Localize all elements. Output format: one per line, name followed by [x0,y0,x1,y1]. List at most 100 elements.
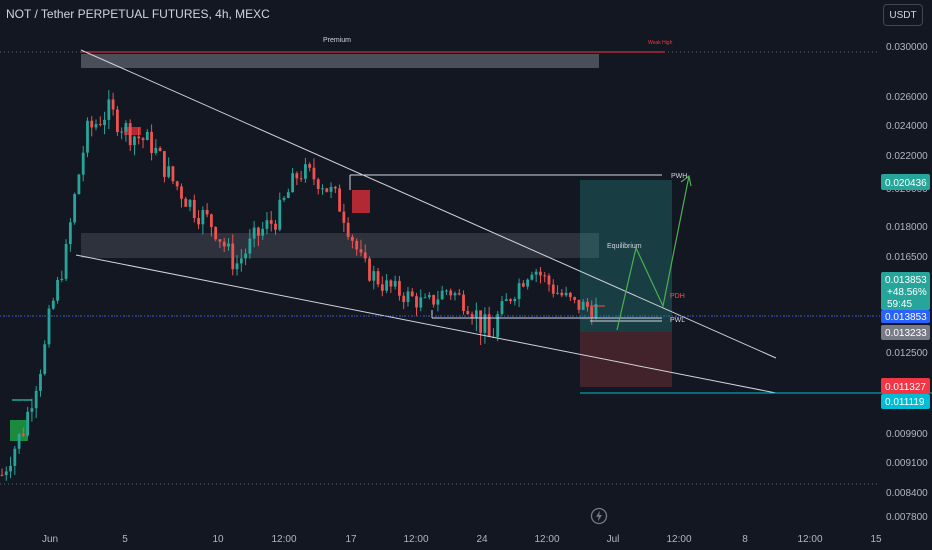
candle-body [158,147,162,152]
candle-body [564,292,568,296]
pwl-label: PWL [670,317,685,324]
stop-price-text: 0.011327 [885,382,926,393]
candle-body [77,174,81,195]
candle-body [453,293,457,296]
candle-body [86,120,89,153]
candle-body [94,124,98,128]
candle-body [115,109,119,133]
candle-body [222,241,226,247]
candle-body [530,274,534,280]
candles-layer [0,89,598,481]
candle-body [556,292,559,294]
candle-body [201,209,205,225]
price-tick-label: 0.018000 [886,222,928,233]
candle-body [154,147,158,153]
candle-body [333,186,337,189]
candle-body [496,314,500,337]
time-tick-label: 12:00 [797,534,822,545]
candle-body [560,292,564,296]
line-price-text: 0.013853 [885,312,927,323]
candle-body [445,290,448,292]
candle-body [188,199,192,207]
candle-body [440,290,444,300]
lightning-logo-icon[interactable] [590,507,608,525]
candle-body [543,275,547,277]
candle-body [368,258,371,281]
candle-body [539,271,542,276]
premium-label: Premium [323,37,351,44]
candle-body [321,188,324,190]
candle-body [487,314,491,337]
premium-zone [81,54,599,68]
candle-body [363,252,367,259]
candle-body [214,226,218,240]
time-tick-label: 15 [870,534,882,545]
stop-loss-zone [580,332,672,387]
candle-body [457,293,461,295]
projection-path [616,175,690,331]
supply-block-2 [352,190,370,213]
candle-body [295,173,299,179]
candle-body [162,151,166,177]
price-tick-label: 0.012500 [886,348,928,359]
candle-body [410,291,414,297]
candle-body [205,209,209,215]
candle-body [291,173,294,193]
candle-body [184,198,188,207]
currency-button[interactable]: USDT [883,4,923,26]
time-tick-label: 12:00 [271,534,296,545]
candle-body [274,223,277,230]
candle-body [239,258,243,264]
candle-body [64,244,68,279]
candle-body [504,299,508,302]
price-tick-label: 0.009900 [886,429,928,440]
time-tick-label: Jul [607,534,620,545]
weak-high-label: Weak High [648,40,673,46]
countdown-text: 59:45 [887,299,912,310]
candle-body [577,299,581,310]
price-tick-label: 0.007800 [886,512,928,523]
candle-body [423,297,427,299]
candle-body [325,188,329,192]
candle-body [103,119,106,126]
axes-layer: 0.0300000.0260000.0240000.0220000.020000… [42,42,930,545]
candle-body [449,290,453,296]
candle-body [265,220,269,229]
candle-body [299,178,303,180]
candle-body [111,99,115,110]
target-price-badge [881,174,930,190]
price-tick-label: 0.022000 [886,151,928,162]
target-price-text: 0.020436 [885,178,927,189]
candle-body [398,280,401,296]
time-tick-label: 12:00 [534,534,559,545]
target2-price-text: 0.011119 [885,397,925,408]
candle-body [351,236,354,241]
candle-body [346,222,350,237]
candle-body [120,131,124,133]
time-tick-label: 24 [476,534,488,545]
candle-body [252,227,256,239]
price-tick-label: 0.024000 [886,121,928,132]
price-tick-label: 0.026000 [886,92,928,103]
time-tick-label: 17 [345,534,357,545]
candle-body [547,275,551,285]
last-price-badge [881,272,930,310]
candle-body [128,123,132,146]
candle-body [51,300,55,309]
candle-body [235,263,239,270]
candle-body [474,310,478,319]
candle-body [47,308,51,345]
candle-body [4,471,8,476]
chart-title: NOT / Tether PERPETUAL FUTURES, 4h, MEXC [6,7,270,21]
line-price-badge [881,310,930,323]
candle-body [227,243,230,247]
candle-body [534,271,538,275]
candle-body [436,299,440,305]
candle-body [406,291,410,303]
candle-body [73,194,77,223]
candle-body [581,301,585,310]
candle-body [81,152,85,175]
candle-body [312,167,316,180]
candle-body [43,344,47,374]
